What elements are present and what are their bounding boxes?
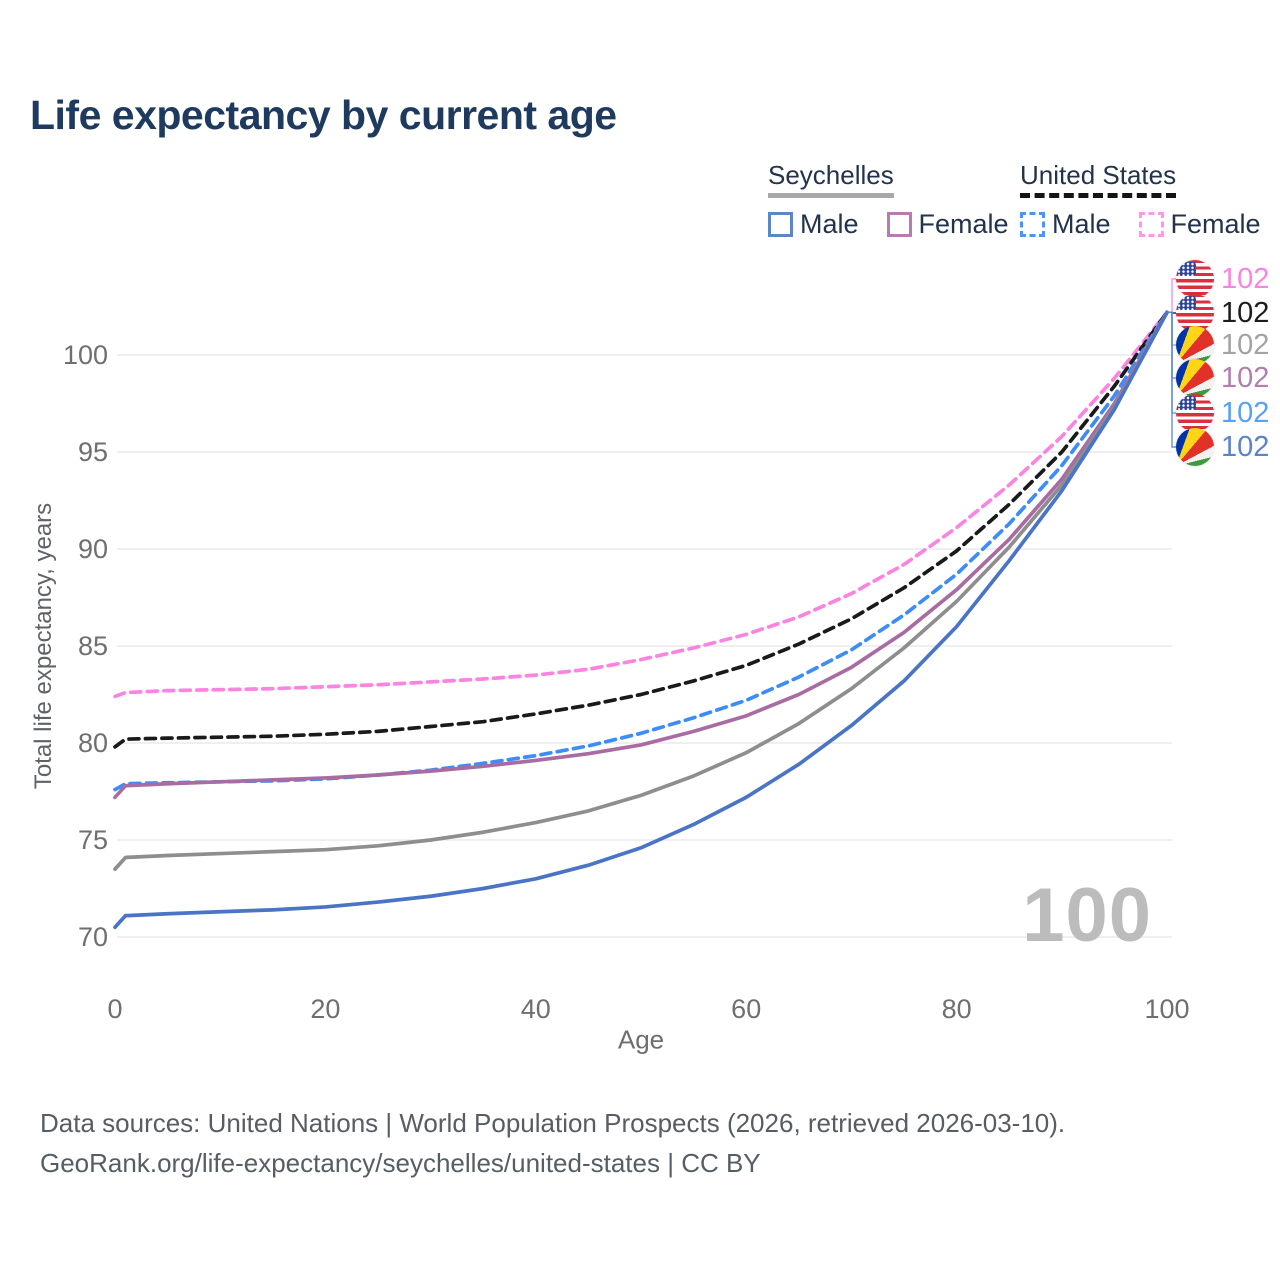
y-axis-tick: 95: [78, 437, 108, 467]
label-connector: [1167, 278, 1178, 314]
age-counter-watermark: 100: [1022, 873, 1152, 958]
legend-item-us-male[interactable]: Male: [1020, 209, 1111, 240]
x-axis-tick: 40: [521, 994, 551, 1024]
legend-group-united-states: United States Male Female: [1020, 161, 1261, 240]
legend-heading-united-states[interactable]: United States: [1020, 161, 1177, 198]
series-line-united-states-male[interactable]: [113, 310, 1169, 792]
page-title: Life expectancy by current age: [30, 92, 617, 138]
legend-heading-seychelles[interactable]: Seychelles: [768, 161, 894, 198]
y-axis-tick: 70: [78, 922, 108, 952]
x-axis-tick: 20: [310, 994, 340, 1024]
x-axis-tick: 60: [731, 994, 761, 1024]
y-axis-tick: 100: [63, 340, 108, 370]
legend-item-label: Male: [800, 208, 859, 239]
y-axis-tick: 75: [78, 825, 108, 855]
attribution-note: GeoRank.org/life-expectancy/seychelles/u…: [40, 1148, 761, 1178]
legend-item-label: Female: [1170, 208, 1261, 239]
x-axis-tick: 100: [1144, 994, 1189, 1024]
legend-item-seychelles-female[interactable]: Female: [886, 208, 1009, 240]
x-axis-tick: 80: [942, 994, 972, 1024]
y-axis-tick: 80: [78, 728, 108, 758]
y-axis-tick: 85: [78, 631, 108, 661]
us-female-swatch-icon: [1138, 211, 1164, 237]
us-male-swatch-icon: [1020, 211, 1045, 237]
series-line-united-states-female[interactable]: [113, 310, 1169, 699]
legend-item-seychelles-male[interactable]: Male: [768, 209, 859, 240]
legend-item-label: Male: [1052, 208, 1111, 239]
series-line-seychelles-both-sexes-[interactable]: [113, 310, 1169, 871]
x-axis-title: Age: [617, 1024, 665, 1055]
y-axis-tick: 90: [78, 534, 108, 564]
legend-group-seychelles: Seychelles Male Female: [768, 161, 1009, 240]
x-axis-tick: 0: [107, 994, 122, 1024]
seychelles-male-swatch-icon: [768, 211, 793, 237]
legend-item-us-female[interactable]: Female: [1138, 208, 1261, 240]
series-line-united-states-both-sexes-[interactable]: [113, 310, 1169, 749]
label-connector: [1167, 311, 1178, 448]
legend-item-label: Female: [918, 208, 1009, 239]
series-line-seychelles-female[interactable]: [113, 310, 1169, 800]
seychelles-female-swatch-icon: [886, 211, 912, 237]
data-sources-note: Data sources: United Nations | World Pop…: [40, 1108, 1066, 1138]
y-axis-title: Total life expectancy, years: [30, 502, 57, 790]
series-line-seychelles-male[interactable]: [113, 310, 1169, 930]
